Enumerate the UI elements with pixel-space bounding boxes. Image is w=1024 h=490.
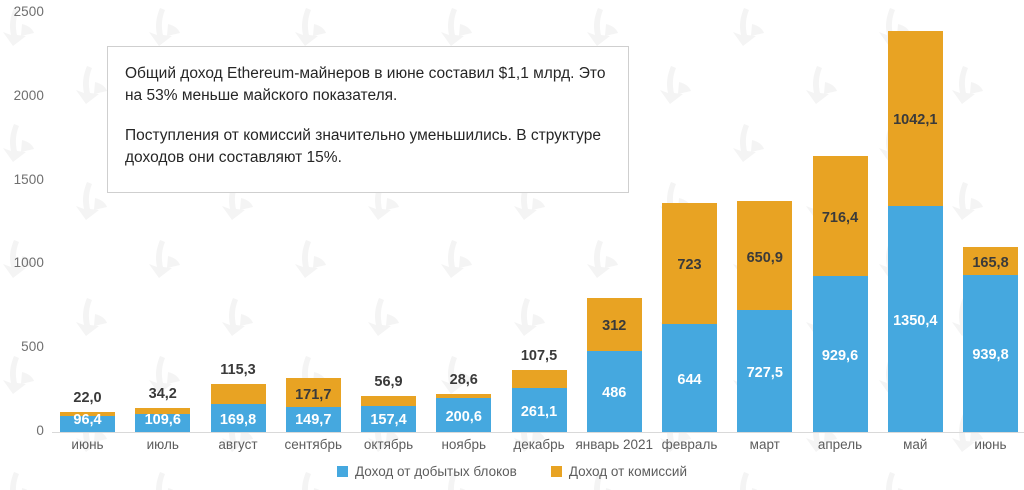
bar-stack[interactable]: 200,6 28,6	[436, 372, 492, 432]
bar-stack[interactable]: 149,7 171,7	[285, 378, 341, 432]
bar-value-label-blocks: 644	[677, 372, 702, 389]
bar-value-label-blocks: 157,4	[370, 412, 407, 428]
bar-value-label-fees: 312	[602, 318, 627, 335]
bar-stack[interactable]: 1350,4 1042,1	[887, 31, 943, 432]
legend-label: Доход от комиссий	[568, 464, 688, 479]
bar-value-label-blocks: 109,6	[144, 412, 181, 428]
bar-stack[interactable]: 644 723	[662, 202, 717, 432]
legend-label: Доход от добытых блоков	[354, 464, 517, 479]
bar-value-label-blocks: 939,8	[972, 347, 1009, 364]
bar-value-label-fees: 34,2	[148, 385, 177, 402]
callout-paragraph-1: Общий доход Ethereum-майнеров в июне сос…	[125, 65, 606, 105]
bar-value-label-fees: 716,4	[821, 210, 859, 227]
bar-value-label-fees: 107,5	[520, 348, 558, 365]
bar-value-label-fees: 115,3	[220, 362, 256, 379]
bar-value-label-fees: 723	[677, 257, 702, 274]
chart-legend: Доход от добытых блоков Доход от комиссий	[0, 464, 1024, 479]
legend-item[interactable]: Доход от добытых блоков	[336, 464, 517, 479]
bar-value-label-blocks: 486	[602, 385, 627, 402]
bar-stack[interactable]: 939,8 165,8	[963, 246, 1018, 432]
bar-segment-fees[interactable]	[511, 370, 567, 389]
bar-stack[interactable]: 109,6 34,2	[135, 386, 191, 432]
legend-swatch-blocks-icon	[336, 466, 348, 477]
bar-value-label-blocks: 727,5	[746, 365, 783, 382]
bar-segment-fees[interactable]	[436, 393, 492, 399]
bar-value-label-blocks: 261,1	[520, 404, 558, 421]
bar-value-label-blocks: 169,8	[219, 411, 257, 428]
x-axis-tick-label: июнь	[974, 437, 1007, 452]
bar-value-label-blocks: 200,6	[445, 409, 482, 426]
bar-stack[interactable]: 169,8 115,3	[210, 362, 266, 432]
bar-value-label-blocks: 96,4	[73, 412, 102, 428]
bar-stack[interactable]: 96,4 22,0	[60, 390, 115, 432]
bar-value-label-fees: 22,0	[73, 390, 102, 407]
bar-stack[interactable]: 261,1 107,5	[511, 348, 567, 432]
bar-value-label-fees: 165,8	[972, 254, 1009, 271]
bar-value-label-fees: 1042,1	[893, 112, 938, 129]
axis-baseline	[52, 432, 1024, 433]
bar-value-label-fees: 28,6	[449, 371, 478, 388]
legend-item[interactable]: Доход от комиссий	[550, 464, 688, 479]
bar-segment-fees[interactable]	[210, 384, 266, 404]
bar-stack[interactable]: 486 312	[586, 298, 642, 432]
bar-value-label-blocks: 929,6	[821, 348, 859, 365]
legend-swatch-fees-icon	[550, 466, 562, 477]
bar-stack[interactable]: 727,5 650,9	[737, 201, 793, 432]
bar-value-label-fees: 650,9	[746, 249, 783, 266]
bar-stack[interactable]: 929,6 716,4	[812, 156, 868, 432]
callout-paragraph-2: Поступления от комиссий значительно умен…	[125, 126, 601, 167]
bar-value-label-blocks: 149,7	[295, 412, 332, 428]
bar-value-label-blocks: 1350,4	[893, 312, 938, 329]
bar-value-label-fees: 56,9	[374, 374, 403, 391]
callout-box: Общий доход Ethereum-майнеров в июне сос…	[107, 46, 629, 193]
bar-value-label-fees: 171,7	[295, 386, 332, 403]
bar-segment-fees[interactable]	[361, 396, 416, 406]
bar-stack[interactable]: 157,4 56,9	[361, 374, 416, 432]
